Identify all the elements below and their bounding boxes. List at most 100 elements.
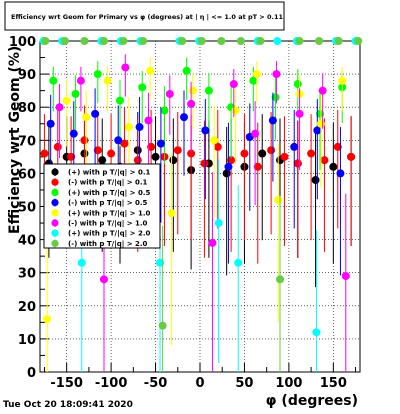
data-point [197,37,206,45]
data-point [147,142,156,151]
data-point [43,315,52,324]
data-point [119,37,128,45]
data-point [316,109,324,118]
data-point [258,149,267,158]
y-tick-label: 50 [18,201,36,216]
data-point [229,80,238,89]
y-tick-label: 40 [18,234,36,249]
data-point [249,76,258,85]
chart-title-box: Efficiency wrt Geom for Primary vs φ (de… [4,1,285,31]
x-tick-label: -150 [50,376,83,391]
data-point [62,96,71,105]
data-point [124,123,133,132]
x-axis-ticks: -150 -100 -50 0 50 100 150 [43,363,357,391]
legend-label: (-) with p T/|q| > 0.5 [68,199,148,208]
legend-label: (-) with p T/|q| > 1.0 [68,220,148,229]
legend-label: (+) with p T/|q| > 1.0 [68,209,151,218]
y-tick-label: 10 [18,333,36,348]
data-point [240,149,249,158]
data-point [133,156,142,165]
data-point [100,37,108,45]
data-point [354,37,363,45]
data-point [213,142,222,151]
x-tick-label: -100 [95,376,128,391]
data-point [71,89,80,98]
data-point [107,149,116,158]
data-point [139,37,148,45]
legend: (+) with p T/|q| > 0.1(-) with p T/|q| >… [43,163,161,249]
chart-title: Efficiency wrt Geom for Primary vs φ (de… [11,13,284,22]
data-point [151,152,160,161]
data-point [231,106,240,115]
data-point [41,37,50,45]
data-point [60,37,69,45]
data-point [80,136,89,145]
data-point [251,129,260,138]
data-point [334,37,343,45]
data-point [93,146,102,155]
data-point [173,146,182,155]
data-point [316,119,325,128]
data-point [234,258,243,267]
data-point [55,103,64,112]
data-point [271,93,280,102]
timestamp: Tue Oct 20 18:09:41 2020 [3,400,133,410]
data-point [295,109,304,118]
data-point [49,76,58,85]
data-point [338,76,347,85]
data-point [272,70,281,79]
data-point [336,169,345,178]
data-point [188,86,197,95]
data-point [318,86,327,95]
data-point [307,149,316,158]
data-point [144,116,153,125]
data-point [103,76,112,85]
data-point [146,66,155,75]
legend-label: (+) with p T/|q| > 0.5 [68,189,151,198]
y-tick-label: 70 [18,134,36,149]
data-point [160,106,169,115]
data-point [315,37,324,45]
data-point [341,272,350,281]
data-point [156,139,165,148]
data-point [100,275,108,284]
data-point [313,126,322,135]
data-point [80,37,89,45]
data-point [116,96,124,105]
legend-swatch [51,178,59,186]
data-point [204,86,213,95]
data-point [227,156,236,165]
data-point [256,37,265,45]
series-7 [41,37,363,372]
legend-swatch [51,219,59,227]
data-point [224,162,233,171]
data-point [214,219,223,228]
y-tick-label: 0 [27,366,36,381]
data-point [236,37,245,45]
data-point [82,113,91,122]
data-point [156,258,164,267]
legend-label: (+) with p T/|q| > 0.1 [68,169,151,178]
data-point [121,63,130,72]
x-tick-label: -50 [144,376,168,391]
data-point [274,195,283,204]
data-point [138,83,147,92]
data-point [46,119,55,128]
data-point [93,70,102,79]
data-points [39,37,363,372]
data-point [91,109,100,118]
legend-swatch [51,239,59,247]
data-point [293,80,302,89]
legend-label: (-) with p T/|q| > 0.1 [68,179,148,188]
data-point [208,238,217,247]
legend-swatch [51,188,59,196]
data-point [187,99,196,108]
data-point [320,156,329,165]
legend-swatch [51,229,59,237]
data-point [276,275,284,284]
legend-frame [43,163,161,249]
data-point [273,37,282,45]
data-point [182,66,191,75]
y-tick-label: 20 [18,300,36,315]
data-point [67,152,76,161]
